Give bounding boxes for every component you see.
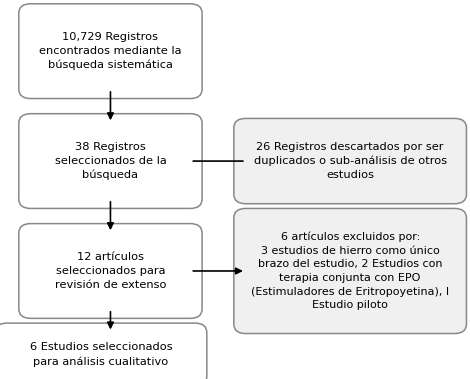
Text: 38 Registros
seleccionados de la
búsqueda: 38 Registros seleccionados de la búsqued… <box>55 142 166 180</box>
Text: 12 artículos
seleccionados para
revisión de extenso: 12 artículos seleccionados para revisión… <box>55 252 166 290</box>
Text: 6 artículos excluidos por:
3 estudios de hierro como único
brazo del estudio, 2 : 6 artículos excluidos por: 3 estudios de… <box>251 232 449 310</box>
Text: 6 Estudios seleccionados
para análisis cualitativo: 6 Estudios seleccionados para análisis c… <box>30 342 172 366</box>
FancyBboxPatch shape <box>234 208 466 334</box>
Text: 10,729 Registros
encontrados mediante la
búsqueda sistemática: 10,729 Registros encontrados mediante la… <box>39 32 182 70</box>
FancyBboxPatch shape <box>19 224 202 318</box>
FancyBboxPatch shape <box>234 119 466 204</box>
FancyBboxPatch shape <box>0 323 207 379</box>
FancyBboxPatch shape <box>19 4 202 99</box>
FancyBboxPatch shape <box>19 114 202 208</box>
Text: 26 Registros descartados por ser
duplicados o sub-análisis de otros
estudios: 26 Registros descartados por ser duplica… <box>254 142 446 180</box>
